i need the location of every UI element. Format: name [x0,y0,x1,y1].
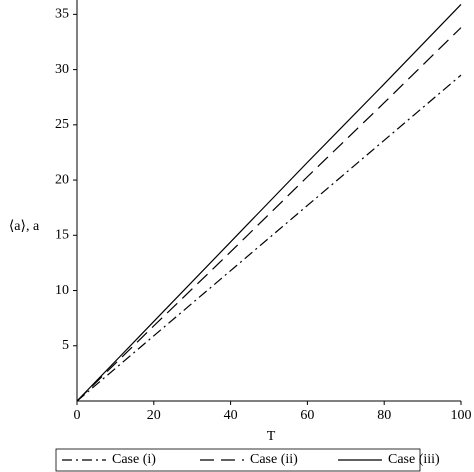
legend-label: Case (iii) [388,452,440,467]
y-tick-label: 15 [55,228,69,243]
y-tick-label: 30 [55,62,69,77]
x-tick-label: 20 [147,408,161,423]
x-tick-label: 100 [451,408,472,423]
legend-label: Case (ii) [250,452,298,467]
x-tick-label: 60 [300,408,314,423]
series-line [76,27,462,402]
x-tick-label: 80 [377,408,391,423]
x-tick-label: 40 [224,408,238,423]
series-line [76,4,462,402]
y-tick-label: 5 [62,338,69,353]
series-line [76,74,462,402]
x-axis-label: T [267,429,276,444]
y-tick-label: 25 [55,117,69,132]
y-tick-label: 10 [55,283,69,298]
y-tick-label: 20 [55,172,69,187]
y-axis-label: ⟨a⟩, a [9,219,40,234]
legend-box [55,448,421,472]
x-tick-label: 0 [74,408,81,423]
y-tick-label: 35 [55,7,69,22]
legend-label: Case (i) [112,452,156,467]
